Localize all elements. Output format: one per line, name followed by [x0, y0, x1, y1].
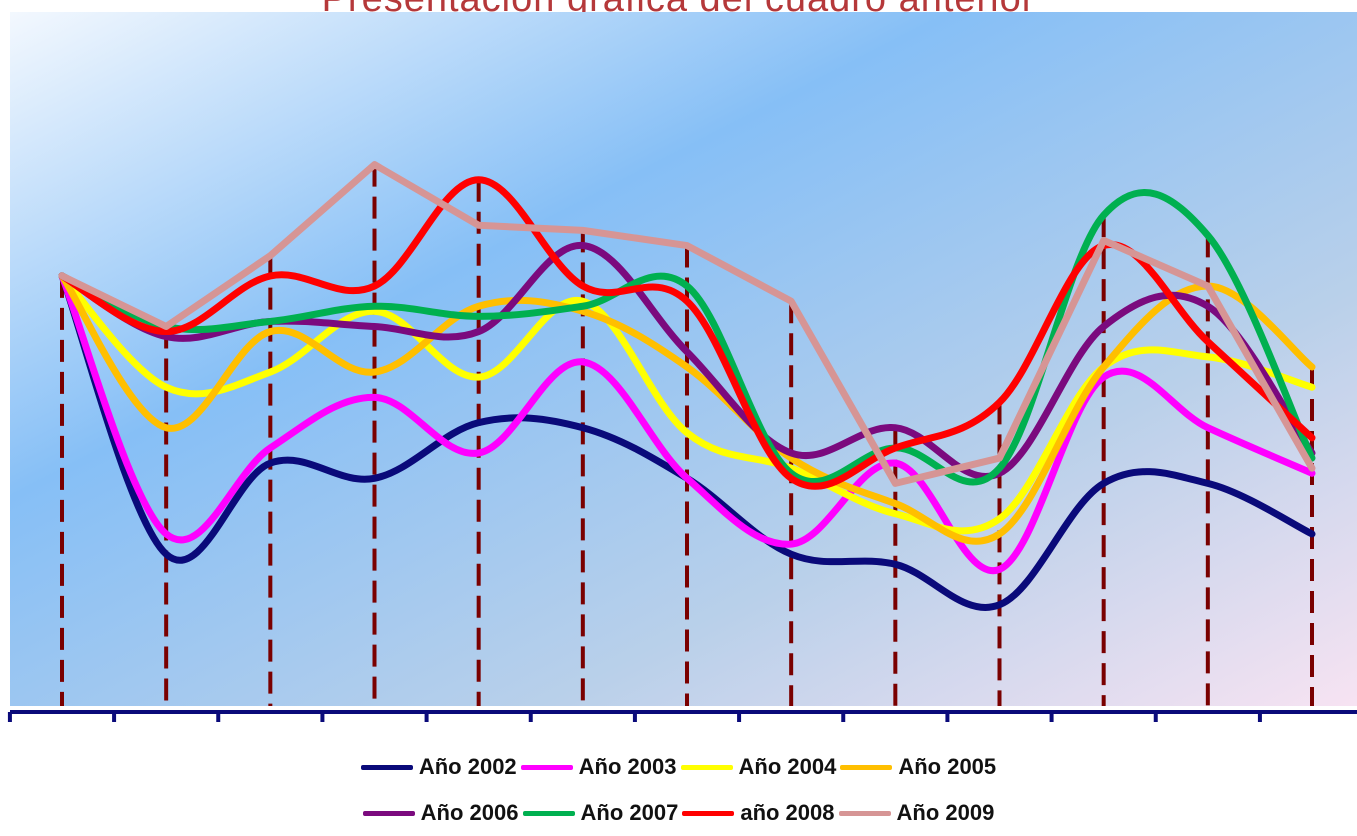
legend-item: Año 2006	[362, 800, 519, 826]
legend-item: Año 2002	[360, 754, 517, 780]
legend-item: Año 2007	[522, 800, 679, 826]
x-axis	[7, 710, 1357, 722]
legend-swatch	[362, 810, 415, 816]
legend-label: Año 2002	[418, 754, 517, 779]
series-line-6	[58, 188, 1316, 486]
legend-label: año 2008	[740, 800, 835, 825]
legend-swatch	[838, 810, 891, 816]
legend-row: Año 2002 Año 2003 Año 2004 Año 2005	[0, 744, 1357, 790]
legend-item: Año 2009	[838, 800, 995, 826]
legend-row: Año 2006 Año 2007 año 2008 Año 2009	[0, 790, 1357, 836]
legend-label: Año 2006	[420, 800, 519, 825]
legend-swatch	[840, 764, 893, 770]
legend-swatch	[520, 764, 573, 770]
series-line-1	[58, 272, 1316, 611]
legend-label: Año 2004	[738, 754, 837, 779]
legend-swatch	[360, 764, 413, 770]
legend-item: año 2008	[682, 800, 835, 826]
legend-item: Año 2005	[840, 754, 996, 780]
legend-swatch	[522, 810, 575, 816]
legend-label: Año 2007	[580, 800, 679, 825]
series-line-4	[58, 272, 1316, 545]
series-line-8	[58, 161, 1316, 487]
legend-item: Año 2004	[680, 754, 837, 780]
legend-label: Año 2003	[578, 754, 677, 779]
legend-label: Año 2005	[898, 754, 997, 779]
legend-label: Año 2009	[896, 800, 995, 825]
legend: Año 2002 Año 2003 Año 2004 Año 2005 Año 200…	[0, 744, 1357, 836]
legend-item: Año 2003	[520, 754, 677, 780]
legend-swatch	[682, 810, 735, 816]
legend-swatch	[680, 764, 733, 770]
plot-area	[10, 12, 1357, 706]
line-chart	[7, 12, 1357, 722]
series-lines	[58, 161, 1316, 611]
